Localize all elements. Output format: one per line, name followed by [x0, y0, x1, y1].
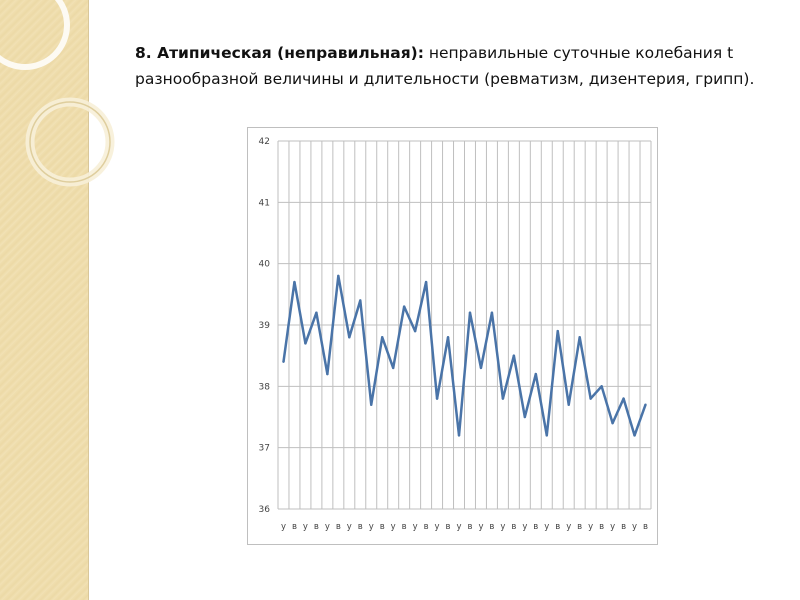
data-point: [315, 311, 318, 314]
y-tick-label: 37: [259, 444, 270, 454]
data-point: [534, 372, 538, 376]
data-point: [391, 366, 395, 370]
data-point: [402, 305, 406, 308]
data-point: [567, 403, 570, 406]
x-tick-label: у: [281, 522, 286, 532]
data-point: [468, 311, 472, 314]
data-point: [381, 336, 384, 339]
x-tick-label: у: [610, 522, 615, 532]
data-point: [457, 434, 461, 437]
x-tick-label: в: [643, 522, 648, 532]
x-tick-label: у: [478, 522, 483, 532]
data-point: [413, 329, 417, 333]
y-tick-label: 38: [259, 382, 271, 392]
x-tick-label: в: [380, 522, 385, 532]
data-point: [370, 403, 373, 406]
data-point: [446, 336, 450, 339]
x-tick-label: в: [599, 522, 604, 532]
x-tick-label: у: [500, 522, 505, 532]
x-tick-label: у: [435, 522, 440, 532]
data-point: [282, 360, 285, 363]
data-point: [633, 434, 636, 437]
data-point: [490, 311, 494, 314]
data-point: [293, 280, 296, 284]
x-tick-label: в: [555, 522, 560, 532]
decorative-circle-top: [0, 0, 70, 70]
x-tick-label: в: [314, 522, 319, 532]
x-tick-label: в: [402, 522, 407, 532]
x-tick-label: у: [588, 522, 593, 532]
x-tick-label: в: [467, 522, 472, 532]
data-point: [644, 403, 647, 406]
data-point: [304, 342, 307, 345]
x-tick-label: у: [303, 522, 308, 532]
slide-body-text: 8. Атипическая (неправильная): неправиль…: [135, 40, 755, 92]
x-tick-label: у: [347, 522, 352, 532]
slide-heading: 8. Атипическая (неправильная):: [135, 44, 424, 62]
x-tick-label: у: [522, 522, 527, 532]
data-point: [359, 299, 362, 302]
data-point: [556, 329, 559, 333]
x-tick-label: у: [369, 522, 374, 532]
data-point: [578, 336, 581, 339]
x-tick-label: в: [511, 522, 516, 532]
x-tick-label: у: [566, 522, 571, 532]
temperature-chart: 36 37 38 39 40 41 42 у в у в у в у в у в у в у в у в у в у в у в у в у в…: [247, 127, 658, 545]
data-point: [501, 397, 505, 400]
x-tick-label: у: [325, 522, 330, 532]
decorative-circles: [0, 0, 115, 187]
x-tick-label: в: [446, 522, 451, 532]
data-point: [523, 415, 527, 419]
x-tick-label: у: [544, 522, 549, 532]
data-point: [600, 385, 603, 388]
x-tick-label: в: [358, 522, 363, 532]
data-point: [337, 274, 340, 278]
data-point: [611, 421, 614, 425]
data-point: [435, 397, 439, 400]
y-tick-label: 36: [259, 505, 271, 515]
data-point: [589, 397, 592, 400]
data-point: [348, 336, 351, 339]
x-tick-label: в: [424, 522, 429, 532]
data-point: [479, 366, 483, 370]
x-tick-label: в: [292, 522, 297, 532]
y-tick-label: 39: [259, 321, 271, 331]
x-tick-label: в: [533, 522, 538, 532]
data-point: [545, 434, 548, 437]
slide-description: неправильные суточные колебания t разноо…: [135, 44, 755, 88]
x-tick-label: в: [577, 522, 582, 532]
y-tick-label: 41: [259, 198, 270, 208]
x-tick-label: в: [621, 522, 626, 532]
x-tick-label: у: [456, 522, 461, 532]
y-tick-label: 40: [259, 260, 271, 270]
data-point: [424, 280, 428, 284]
y-tick-label: 42: [259, 137, 270, 147]
temperature-series-line: [282, 274, 647, 437]
x-tick-label: у: [391, 522, 396, 532]
data-point: [622, 397, 625, 400]
x-tick-label: в: [336, 522, 341, 532]
data-point: [326, 372, 329, 376]
x-tick-label: в: [489, 522, 494, 532]
data-point: [512, 354, 516, 357]
x-tick-label: у: [413, 522, 418, 532]
x-tick-label: у: [632, 522, 637, 532]
decorative-circle-outline: [29, 101, 111, 183]
